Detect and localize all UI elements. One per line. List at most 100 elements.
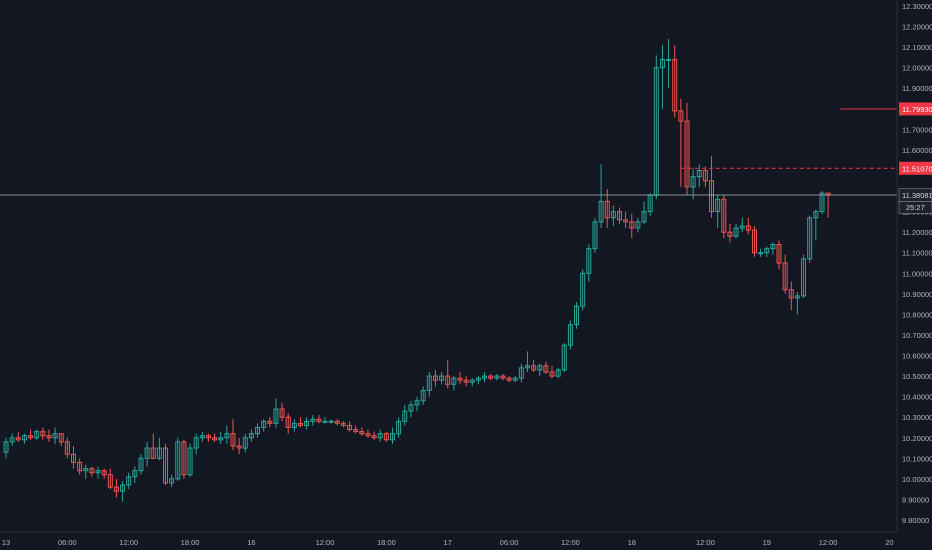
y-tick-label: 10.70000 [902,331,932,340]
candle [475,376,481,385]
candle [297,417,303,428]
candle [617,207,622,224]
candle [776,240,782,270]
candle [488,374,494,381]
candle-body [138,457,144,472]
candle [678,98,684,187]
candle-body [733,227,739,237]
candle [592,217,598,253]
candle-body [512,377,518,381]
candle-body [273,408,279,424]
candle [432,369,438,387]
x-tick-label: 18:00 [181,538,200,547]
candle-body [623,219,629,223]
candle-body [580,272,586,307]
candle-body [426,375,432,391]
candle [21,433,27,444]
candle [52,427,58,444]
candle-body [776,243,782,264]
candle-body [604,200,610,219]
candle-body [347,424,353,431]
candle [3,437,9,459]
dashed-level-badge [899,161,932,175]
candle [322,417,328,424]
candle [212,433,218,442]
candle [175,437,181,481]
candle [721,195,727,239]
candle-body [518,367,524,379]
candle-body [672,58,678,112]
candle-body [524,365,530,369]
candle-body [175,441,181,480]
candle-body [218,437,224,441]
candle-body [169,478,175,484]
candle [659,45,665,109]
candle-body [457,377,463,381]
candle [377,429,383,442]
y-tick-label: 10.80000 [902,310,932,319]
candle-body [107,474,113,488]
candle-body [353,429,359,433]
y-tick-label: 10.50000 [902,372,932,381]
x-tick-label: 13 [2,538,10,547]
candle [113,478,119,498]
x-tick-label: 12:00 [696,538,715,547]
y-tick-label: 10.00000 [902,475,932,484]
candle-body [617,211,622,221]
time-axis[interactable]: 13 06:00 12:00 18:00 16 12:00 18:00 17 06:00 12:0… [2,538,932,547]
candle [89,466,95,477]
candle-body [475,377,481,381]
candle [64,437,70,459]
y-tick-label: 10.20000 [902,434,932,443]
candle [347,421,353,432]
candle-body [610,211,616,219]
candle-body [402,410,408,422]
candle [193,433,199,455]
candle [524,351,530,372]
candle-body [690,176,696,188]
candle-body [310,418,316,422]
candle-body [21,435,27,441]
candle-body [794,295,800,299]
candle [635,217,641,233]
candle-body [702,169,708,182]
candle-body [414,400,420,406]
candle-body [488,375,494,379]
candle [807,215,813,263]
y-tick-label: 9.90000 [902,495,929,504]
candle-body [788,289,794,299]
x-tick-label: 06:00 [58,538,77,547]
candle [396,417,402,438]
y-tick-label: 10.40000 [902,393,932,402]
candle-body [58,433,64,443]
candle [40,427,46,440]
candle [156,437,162,461]
candle-body [199,435,205,439]
candle [107,468,113,490]
candle-body [297,422,303,426]
candle [702,166,708,187]
candle [531,359,537,372]
candle-body [629,221,635,229]
candle [420,386,426,405]
candle [813,209,819,241]
candle-body [291,422,297,428]
candle [328,419,334,424]
candle [169,474,175,488]
candle-body [506,377,512,381]
candle-body [819,192,825,213]
candle-body [334,420,340,424]
candle-body [255,426,261,435]
candle [727,223,733,243]
candle-body [52,433,58,439]
candle [696,164,702,187]
candle [684,102,690,196]
candle-body [150,447,156,459]
candle [408,400,414,418]
candle-body [482,375,488,379]
candle-body [758,252,764,255]
candle-body [242,437,248,449]
candle-body [3,441,9,453]
candle [402,404,408,426]
